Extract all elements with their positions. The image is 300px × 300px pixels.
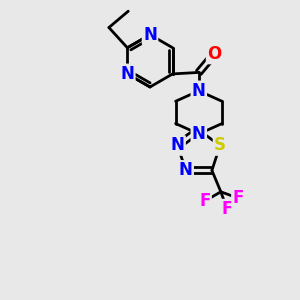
Text: N: N bbox=[192, 125, 206, 143]
Text: N: N bbox=[143, 26, 157, 44]
Text: O: O bbox=[207, 45, 221, 63]
Text: F: F bbox=[232, 189, 244, 207]
Text: N: N bbox=[179, 161, 193, 179]
Text: F: F bbox=[221, 200, 233, 218]
Text: F: F bbox=[199, 192, 211, 210]
Text: N: N bbox=[192, 82, 206, 100]
Text: N: N bbox=[120, 65, 134, 83]
Text: N: N bbox=[171, 136, 184, 154]
Text: S: S bbox=[214, 136, 226, 154]
